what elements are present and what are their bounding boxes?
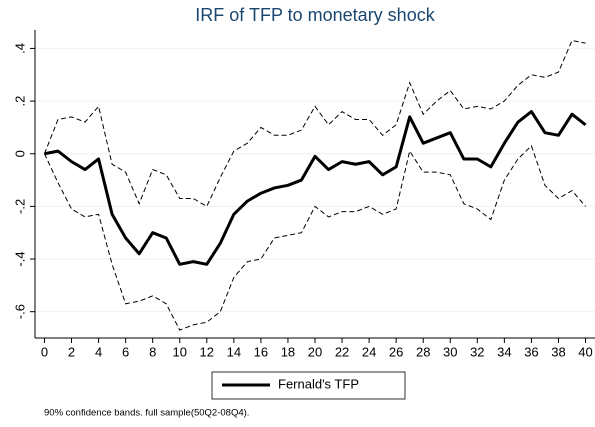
x-tick-label: 0: [41, 344, 48, 359]
y-tick-label: 0: [12, 150, 27, 157]
y-tick-label: -.2: [12, 199, 27, 214]
legend-label: Fernald's TFP: [278, 376, 359, 391]
x-tick-label: 28: [416, 344, 430, 359]
x-tick-label: 40: [578, 344, 592, 359]
confidence-band-upper: [44, 39, 586, 208]
x-tick-label: 36: [524, 344, 538, 359]
irf-line: [44, 110, 587, 266]
x-tick-label: 12: [200, 344, 214, 359]
x-tick-label: 22: [335, 344, 349, 359]
x-tick-label: 14: [227, 344, 241, 359]
x-tick-label: 16: [254, 344, 268, 359]
x-tick-label: 38: [551, 344, 565, 359]
x-tick-label: 8: [149, 344, 156, 359]
x-tick-label: 32: [470, 344, 484, 359]
x-tick-label: 6: [122, 344, 129, 359]
x-tick-label: 20: [308, 344, 322, 359]
y-tick-label: .4: [12, 43, 27, 54]
note: 90% confidence bands. full sample(50Q2-0…: [44, 408, 249, 419]
x-tick-label: 2: [68, 344, 75, 359]
x-tick-label: 10: [172, 344, 186, 359]
x-tick-label: 24: [362, 344, 376, 359]
x-tick-label: 18: [281, 344, 295, 359]
x-tick-label: 34: [497, 344, 511, 359]
chart-title: IRF of TFP to monetary shock: [195, 5, 435, 25]
y-tick-label: -.4: [12, 251, 27, 266]
y-tick-label: -.6: [12, 304, 27, 319]
y-tick-label: .2: [12, 96, 27, 107]
x-tick-label: 4: [95, 344, 102, 359]
confidence-band-lower: [44, 144, 586, 331]
x-tick-label: 30: [443, 344, 457, 359]
x-tick-label: 26: [389, 344, 403, 359]
